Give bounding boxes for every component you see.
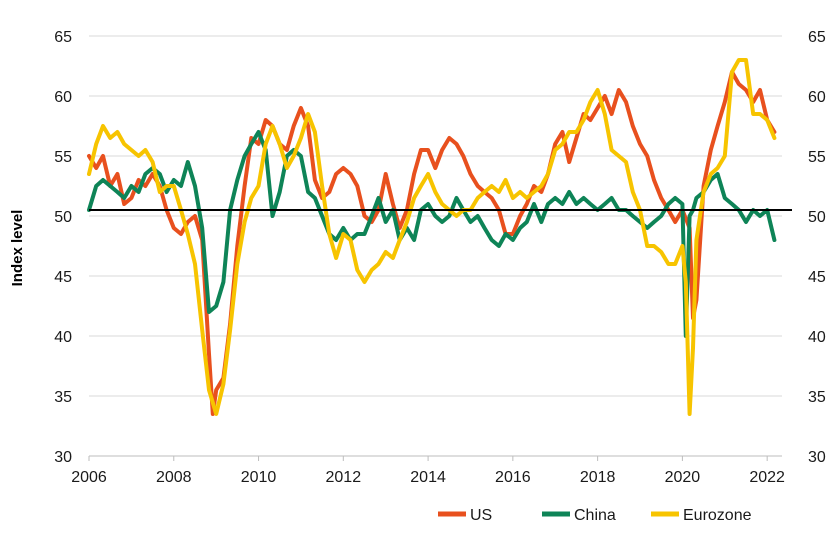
y-tick-left: 35 <box>54 389 72 406</box>
x-tick-label: 2022 <box>749 469 785 486</box>
y-tick-right: 35 <box>808 389 826 406</box>
y-tick-right: 40 <box>808 329 826 346</box>
y-tick-right: 55 <box>808 149 826 166</box>
y-axis-label: Index level <box>9 210 26 287</box>
y-tick-right: 45 <box>808 269 826 286</box>
x-tick-label: 2012 <box>326 469 362 486</box>
x-tick-label: 2006 <box>71 469 107 486</box>
x-tick-label: 2010 <box>241 469 277 486</box>
legend: US China Eurozone <box>438 507 752 524</box>
y-tick-left: 45 <box>54 269 72 286</box>
y-tick-right: 65 <box>808 29 826 46</box>
y-tick-left: 50 <box>54 209 72 226</box>
legend-label-china: China <box>574 507 616 524</box>
x-tick-label: 2020 <box>665 469 701 486</box>
x-tick-label: 2018 <box>580 469 616 486</box>
series-line-eurozone <box>87 58 777 416</box>
y-tick-left: 65 <box>54 29 72 46</box>
gridlines <box>89 35 782 457</box>
legend-label-eurozone: Eurozone <box>683 507 752 524</box>
series-line-china <box>87 130 777 338</box>
x-tick-label: 2008 <box>156 469 192 486</box>
legend-label-us: US <box>470 507 492 524</box>
y-tick-right: 60 <box>808 89 826 106</box>
y-tick-left: 30 <box>54 449 72 466</box>
x-tick-label: 2016 <box>495 469 531 486</box>
axes: 30 30 35 35 40 40 45 45 50 50 55 55 60 60 65 65 2006 2008… <box>54 29 826 486</box>
y-tick-left: 55 <box>54 149 72 166</box>
y-tick-right: 30 <box>808 449 826 466</box>
y-tick-right: 50 <box>808 209 826 226</box>
series-lines <box>87 58 777 416</box>
x-tick-label: 2014 <box>410 469 446 486</box>
y-tick-left: 60 <box>54 89 72 106</box>
y-tick-left: 40 <box>54 329 72 346</box>
series-line-us <box>87 70 777 416</box>
